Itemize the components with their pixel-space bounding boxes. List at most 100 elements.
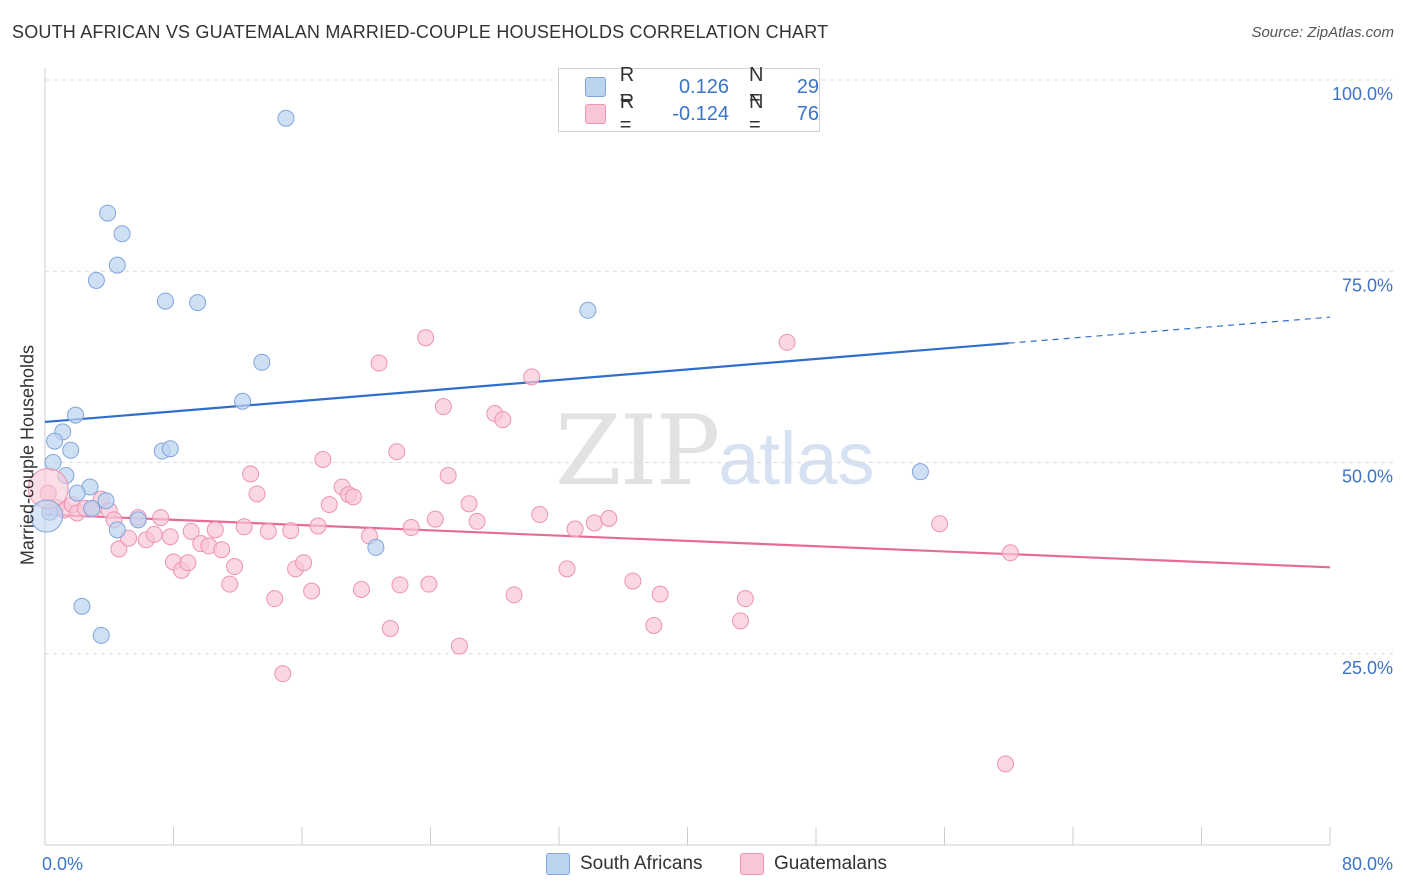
y-axis-label: Married-couple Households (17, 344, 38, 566)
y-tick-label: 75.0% (1342, 275, 1393, 295)
guatemalan-point (303, 582, 321, 600)
guatemalan-point (778, 333, 796, 351)
legend-r-value: 0.126 (678, 75, 729, 98)
guatemalan-point (381, 620, 399, 638)
guatemalan-point (600, 509, 618, 527)
guatemalan-point (460, 495, 478, 513)
guatemalan-point (1001, 544, 1019, 562)
watermark: ZIPatlas (555, 395, 875, 507)
south-african-point (67, 406, 85, 424)
y-tick-label: 100.0% (1332, 84, 1393, 104)
guatemalan-point (732, 612, 750, 630)
guatemalan-point (566, 520, 584, 538)
stats-legend: R = 0.126 N = 29 R = -0.124 N = 76 (558, 64, 820, 136)
guatemalan-point (110, 540, 128, 558)
guatemalan-point (242, 465, 260, 483)
guatemalan-point (235, 518, 253, 536)
legend-n-label: N = (749, 91, 764, 136)
guatemalan-point (320, 496, 338, 514)
guatemalan-point (274, 665, 292, 683)
south-african-point (83, 499, 101, 517)
guatemalan-point (145, 525, 163, 543)
guatemalan-point (295, 554, 313, 572)
guatemalan-point (558, 560, 576, 578)
guatemalan-point (152, 509, 170, 527)
series-legend-south-africans: South Africans (546, 852, 703, 876)
legend-swatch-blue (585, 77, 606, 97)
guatemalan-point (434, 398, 452, 416)
x-tick-label: 0.0% (42, 854, 83, 874)
south-african-point (62, 441, 80, 459)
guatemalan-point (585, 514, 603, 532)
legend-r-value: -0.124 (672, 102, 729, 125)
south-african-point (161, 440, 179, 458)
guatemalan-point (420, 575, 438, 593)
series-label: South Africans (580, 853, 703, 874)
guatemalan-point (344, 488, 362, 506)
south-african-point (367, 538, 385, 556)
guatemalan-point (282, 522, 300, 540)
guatemalan-point (468, 512, 486, 530)
south-african-trend-extension (1008, 316, 1331, 344)
series-swatch-blue (546, 853, 570, 875)
legend-n-value: 76 (796, 102, 819, 125)
legend-n-value: 29 (796, 75, 819, 98)
guatemalan-point (206, 521, 224, 539)
legend-r-label: R = (619, 64, 635, 109)
guatemalan-point (997, 755, 1015, 773)
guatemalan-point (309, 517, 327, 535)
south-african-point (113, 225, 131, 243)
guatemalan-point (505, 586, 523, 604)
guatemalan-point (523, 368, 541, 386)
series-swatch-pink (740, 853, 764, 875)
south-african-point (87, 271, 105, 289)
guatemalan-point (931, 515, 949, 533)
series-label: Guatemalans (774, 853, 888, 874)
south-african-point (156, 292, 174, 310)
south-african-point (73, 597, 91, 615)
guatemalan-point (352, 580, 370, 598)
guatemalan-point (651, 585, 669, 603)
guatemalan-point (426, 510, 444, 528)
legend-n-label: N = (749, 64, 764, 109)
guatemalan-point (314, 450, 332, 468)
guatemalan-point (402, 519, 420, 537)
watermark-zip: ZIP (555, 395, 720, 507)
tick-labels: 25.0% 50.0% 75.0% 100.0% 0.0% 80.0% (42, 84, 1393, 874)
south-african-point (97, 492, 115, 510)
south-african-point (129, 511, 147, 529)
south-african-point (234, 392, 252, 410)
south-african-point (68, 484, 86, 502)
south-african-point (579, 301, 597, 319)
legend-row-south-africans: R = 0.126 N = 29 (585, 64, 819, 109)
south-african-point (253, 353, 271, 371)
guatemalan-point (736, 590, 754, 608)
south-african-point (108, 521, 126, 539)
south-african-point (911, 463, 929, 481)
guatemalan-trend-line (44, 513, 1331, 569)
guatemalan-point (221, 575, 239, 593)
south-african-point (277, 109, 295, 127)
watermark-atlas: atlas (718, 417, 875, 500)
guatemalan-point (213, 541, 231, 559)
y-tick-label: 25.0% (1342, 658, 1393, 678)
guatemalan-point (226, 558, 244, 576)
guatemalan-point (531, 506, 549, 524)
axes (44, 68, 1331, 846)
guatemalan-point (259, 522, 277, 540)
legend-r-label: R = (619, 91, 635, 136)
guatemalan-point (391, 576, 409, 594)
south-african-cluster-point (30, 499, 64, 533)
guatemalan-point (645, 616, 663, 634)
guatemalan-point (370, 354, 388, 372)
x-tick-label: 80.0% (1342, 854, 1393, 874)
guatemalan-point (161, 528, 179, 546)
south-african-point (189, 294, 207, 312)
chart-title: SOUTH AFRICAN VS GUATEMALAN MARRIED-COUP… (12, 22, 829, 42)
y-tick-label: 50.0% (1342, 467, 1393, 487)
guatemalan-point (417, 329, 435, 347)
south-african-point (108, 256, 126, 274)
data-points (27, 109, 1019, 773)
south-african-point (46, 432, 64, 450)
